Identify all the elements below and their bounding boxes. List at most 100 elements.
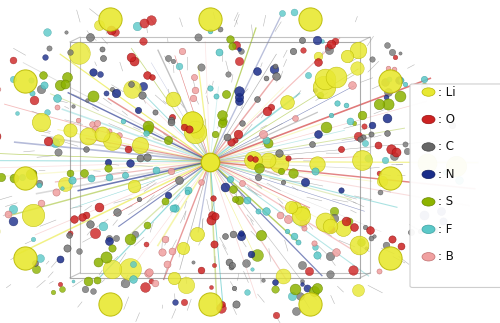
Circle shape — [422, 253, 435, 261]
Point — [316, 92, 324, 97]
Point — [288, 293, 296, 298]
Point — [228, 44, 236, 49]
Point — [396, 93, 404, 99]
Point — [26, 78, 34, 83]
Point — [327, 42, 335, 47]
Point — [65, 233, 73, 238]
Point — [300, 226, 308, 231]
Point — [390, 153, 398, 158]
Point — [290, 233, 298, 238]
Point — [298, 263, 306, 268]
Point — [82, 97, 90, 102]
Point — [262, 76, 270, 81]
Point — [224, 134, 232, 139]
Point — [257, 232, 265, 237]
Point — [104, 159, 112, 164]
Point — [158, 250, 166, 255]
Point — [9, 218, 17, 224]
Point — [368, 123, 376, 128]
Point — [56, 83, 64, 88]
Point — [84, 279, 92, 284]
Point — [168, 58, 176, 64]
Point — [328, 113, 336, 118]
Point — [190, 75, 198, 80]
Point — [361, 141, 369, 146]
Point — [324, 44, 332, 49]
Point — [126, 161, 134, 166]
Point — [390, 54, 398, 59]
Point — [297, 213, 305, 218]
Point — [368, 132, 376, 137]
Point — [236, 233, 244, 238]
Point — [108, 138, 116, 143]
Point — [78, 214, 86, 220]
Point — [93, 278, 101, 283]
Point — [86, 34, 94, 39]
Point — [44, 29, 52, 35]
Point — [312, 252, 320, 257]
Point — [4, 211, 12, 216]
Point — [386, 175, 394, 180]
Point — [68, 278, 76, 283]
Point — [70, 216, 78, 221]
Point — [272, 74, 280, 79]
Point — [9, 57, 17, 62]
Point — [252, 97, 260, 102]
Point — [384, 89, 392, 95]
Point — [175, 177, 183, 182]
Point — [367, 235, 375, 241]
Point — [189, 95, 197, 100]
Point — [271, 279, 279, 284]
Point — [278, 10, 286, 16]
Point — [387, 146, 395, 151]
Point — [218, 301, 226, 306]
Point — [120, 172, 128, 177]
Point — [171, 300, 179, 305]
Point — [270, 67, 278, 72]
Point — [30, 97, 38, 102]
Point — [141, 285, 149, 290]
Point — [374, 101, 382, 106]
Point — [29, 213, 37, 218]
Point — [211, 131, 219, 136]
Point — [36, 255, 44, 261]
Point — [69, 103, 77, 109]
Point — [300, 47, 308, 53]
Point — [291, 287, 299, 292]
Point — [388, 49, 396, 54]
Point — [386, 256, 394, 261]
Point — [287, 204, 295, 210]
Circle shape — [422, 225, 435, 234]
Point — [396, 51, 404, 56]
Point — [218, 120, 226, 125]
Point — [378, 179, 386, 184]
Point — [143, 72, 151, 78]
Point — [185, 126, 193, 131]
Point — [126, 55, 134, 60]
Point — [235, 89, 243, 94]
Point — [359, 134, 367, 140]
Point — [348, 83, 356, 88]
Point — [235, 94, 243, 99]
Point — [384, 102, 392, 107]
Point — [420, 83, 428, 89]
Point — [250, 159, 258, 164]
Point — [36, 180, 44, 185]
Point — [44, 139, 52, 144]
Point — [98, 131, 106, 137]
Point — [105, 239, 113, 244]
Point — [401, 141, 409, 147]
Point — [279, 180, 287, 185]
Point — [112, 90, 120, 96]
Point — [298, 210, 306, 215]
Point — [145, 269, 153, 274]
Point — [355, 242, 363, 247]
Text: : N: : N — [438, 168, 455, 181]
Point — [152, 280, 160, 286]
Point — [310, 288, 318, 294]
Point — [76, 248, 84, 254]
Point — [167, 118, 175, 123]
Point — [54, 149, 62, 154]
Point — [206, 17, 214, 22]
Point — [376, 269, 384, 274]
